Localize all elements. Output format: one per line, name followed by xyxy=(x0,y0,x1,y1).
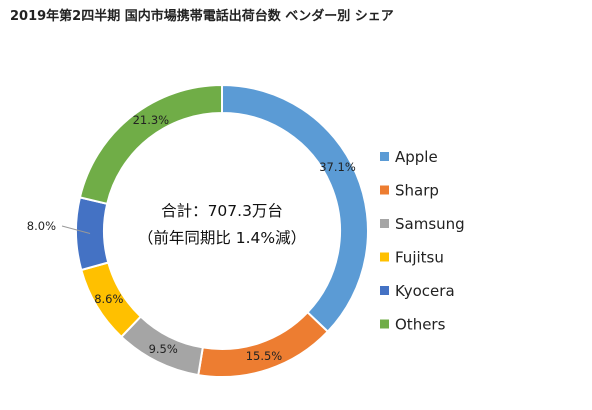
legend-swatch-apple xyxy=(380,152,389,161)
slice-label-others: 21.3% xyxy=(133,113,170,127)
center-total: 合計：707.3万台 xyxy=(161,202,283,220)
legend-swatch-samsung xyxy=(380,219,389,228)
legend: Apple Sharp Samsung Fujitsu Kyocera Others xyxy=(380,148,465,334)
center-text: 合計：707.3万台 （前年同期比 1.4%減） xyxy=(138,202,306,247)
legend-label-apple: Apple xyxy=(395,148,438,166)
legend-label-samsung: Samsung xyxy=(395,215,465,233)
legend-swatch-sharp xyxy=(380,186,389,195)
legend-swatch-fujitsu xyxy=(380,253,389,262)
legend-label-kyocera: Kyocera xyxy=(395,282,455,300)
legend-swatch-others xyxy=(380,320,389,329)
slice-label-sharp: 15.5% xyxy=(246,349,283,363)
slice-label-kyocera: 8.0% xyxy=(27,219,56,233)
slice-label-samsung: 9.5% xyxy=(149,342,178,356)
legend-label-fujitsu: Fujitsu xyxy=(395,249,444,267)
slice-label-apple: 37.1% xyxy=(319,160,356,174)
chart-title: 2019年第2四半期 国内市場携帯電話出荷台数 ベンダー別 シェア xyxy=(10,8,394,24)
slice-label-fujitsu: 8.6% xyxy=(94,292,123,306)
legend-swatch-kyocera xyxy=(380,286,389,295)
slice-kyocera xyxy=(76,197,108,270)
legend-label-others: Others xyxy=(395,316,446,334)
center-change: （前年同期比 1.4%減） xyxy=(138,229,306,247)
slice-others xyxy=(80,85,222,204)
slice-sharp xyxy=(198,312,328,377)
legend-label-sharp: Sharp xyxy=(395,182,439,200)
